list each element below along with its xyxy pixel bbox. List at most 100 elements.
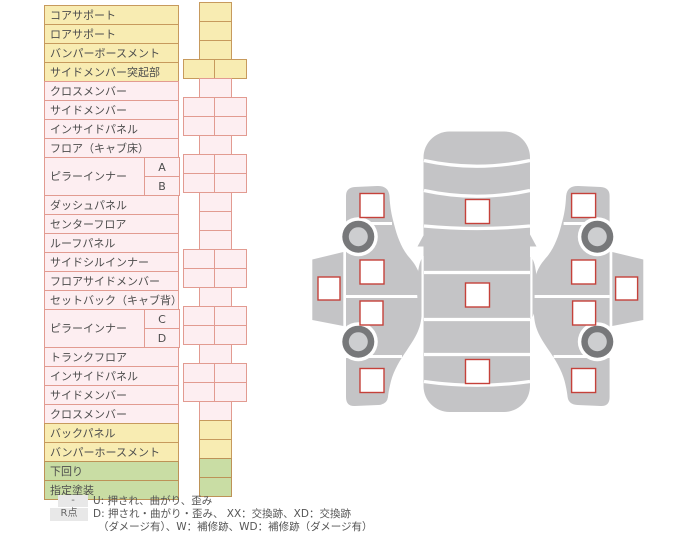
damage-cell[interactable]	[183, 306, 215, 326]
damage-cell[interactable]	[214, 249, 247, 269]
legend-row-u: - U: 押され、曲がり、歪み	[44, 495, 373, 508]
car-top-view	[417, 131, 537, 412]
damage-cell[interactable]	[214, 59, 247, 79]
damage-cell[interactable]	[199, 439, 232, 459]
damage-cell[interactable]	[199, 344, 232, 364]
damage-cell[interactable]	[183, 173, 215, 193]
part-sublabel: C	[144, 309, 180, 329]
diagram-checkbox[interactable]	[570, 192, 597, 219]
front-wheel-icon	[338, 217, 378, 257]
part-label: バンパーホースメント	[44, 442, 179, 462]
car-diagram-svg	[312, 131, 644, 412]
damage-cell[interactable]	[214, 154, 247, 174]
damage-cell[interactable]	[199, 287, 232, 307]
part-label: バックパネル	[44, 423, 179, 443]
part-label: 下回り	[44, 461, 179, 481]
part-label: サイドメンバー	[44, 385, 179, 405]
rear-wheel-icon	[577, 322, 617, 362]
part-label: コアサポート	[44, 5, 179, 25]
legend-row-rpoint: R点 D: 押され・曲がり・歪み、 XX：交換跡、XD：交換跡	[44, 508, 373, 521]
diagram-checkbox[interactable]	[570, 259, 597, 285]
damage-cell[interactable]	[214, 97, 247, 117]
part-label: フロア（キャブ床）	[44, 138, 179, 158]
parts-table: コアサポート ロアサポート バンパーボースメント サイドメンバー突起部 クロスメンバーサ…	[44, 5, 180, 502]
legend-row-continuation: （ダメージ有）、W：補修跡、WD：補修跡（ダメージ有）	[44, 521, 373, 534]
damage-cell[interactable]	[214, 116, 247, 136]
damage-cell[interactable]	[183, 59, 215, 79]
damage-cell[interactable]	[183, 382, 215, 402]
damage-cell[interactable]	[199, 192, 232, 212]
car-left-side-view	[312, 185, 422, 407]
car-diagram	[305, 126, 650, 418]
diagram-checkbox[interactable]	[464, 198, 491, 225]
damage-cell[interactable]	[183, 268, 215, 288]
part-label: サイドメンバー突起部	[44, 62, 179, 82]
part-label: ダッシュパネル	[44, 195, 179, 215]
damage-cell[interactable]	[199, 2, 232, 22]
front-wheel-icon	[577, 217, 617, 257]
legend-text-rpoint: D: 押され・曲がり・歪み、 XX：交換跡、XD：交換跡	[93, 508, 351, 520]
part-label: ロアサポート	[44, 24, 179, 44]
damage-cell[interactable]	[214, 363, 247, 383]
legend-text-rpoint-2: （ダメージ有）、W：補修跡、WD：補修跡（ダメージ有）	[98, 521, 373, 533]
part-label: インサイドパネル	[44, 119, 179, 139]
diagram-checkbox[interactable]	[464, 358, 491, 385]
part-label: サイドメンバー	[44, 100, 179, 120]
damage-cell[interactable]	[183, 116, 215, 136]
part-label: フロアサイドメンバー	[44, 271, 179, 291]
diagram-checkbox[interactable]	[571, 300, 597, 326]
part-label: センターフロア	[44, 214, 179, 234]
diagram-checkbox[interactable]	[359, 367, 385, 394]
damage-cell[interactable]	[214, 173, 247, 193]
damage-cell[interactable]	[214, 306, 247, 326]
damage-cell[interactable]	[183, 325, 215, 345]
part-label: ルーフパネル	[44, 233, 179, 253]
damage-cell[interactable]	[199, 211, 232, 231]
damage-cell[interactable]	[199, 21, 232, 41]
a-pillar-wing-left	[417, 233, 425, 247]
damage-cell[interactable]	[199, 477, 232, 497]
diagram-checkbox[interactable]	[359, 192, 385, 219]
part-label: ピラーインナー	[44, 309, 145, 348]
damage-cell[interactable]	[183, 97, 215, 117]
part-label: トランクフロア	[44, 347, 179, 367]
a-pillar-wing-right	[529, 233, 537, 247]
damage-cell[interactable]	[199, 458, 232, 478]
diagram-checkbox[interactable]	[614, 276, 639, 301]
part-label: サイドシルインナー	[44, 252, 179, 272]
damage-cell[interactable]	[199, 40, 232, 60]
part-label: セットバック（キャブ背）	[44, 290, 179, 310]
damage-cell[interactable]	[199, 420, 232, 440]
diagram-checkbox[interactable]	[317, 276, 341, 301]
damage-cell[interactable]	[199, 401, 232, 421]
part-sublabel: A	[144, 157, 180, 177]
part-label: クロスメンバー	[44, 81, 179, 101]
damage-cell[interactable]	[183, 154, 215, 174]
part-label: ピラーインナー	[44, 157, 145, 196]
damage-cell[interactable]	[214, 325, 247, 345]
part-label: インサイドパネル	[44, 366, 179, 386]
diagram-checkbox[interactable]	[359, 300, 384, 326]
part-label: クロスメンバー	[44, 404, 179, 424]
damage-cell[interactable]	[183, 249, 215, 269]
damage-cell[interactable]	[214, 382, 247, 402]
part-sublabel: B	[144, 176, 180, 196]
damage-cells-column	[183, 2, 247, 499]
damage-cell[interactable]	[199, 230, 232, 250]
diagram-checkbox[interactable]	[464, 282, 491, 308]
damage-cell[interactable]	[214, 268, 247, 288]
damage-cell[interactable]	[199, 78, 232, 98]
damage-cell[interactable]	[183, 363, 215, 383]
car-right-side-view	[533, 185, 644, 407]
damage-cell[interactable]	[199, 135, 232, 155]
part-sublabel: D	[144, 328, 180, 348]
legend-badge-rpoint: R点	[50, 508, 88, 521]
legend: - U: 押され、曲がり、歪み R点 D: 押され・曲がり・歪み、 XX：交換跡…	[44, 495, 373, 534]
diagram-checkbox[interactable]	[570, 367, 597, 394]
rear-wheel-icon	[338, 322, 378, 362]
diagram-checkbox[interactable]	[359, 259, 385, 285]
part-label: バンパーボースメント	[44, 43, 179, 63]
legend-badge-minus: -	[58, 495, 88, 507]
legend-text-u: U: 押され、曲がり、歪み	[93, 495, 213, 507]
